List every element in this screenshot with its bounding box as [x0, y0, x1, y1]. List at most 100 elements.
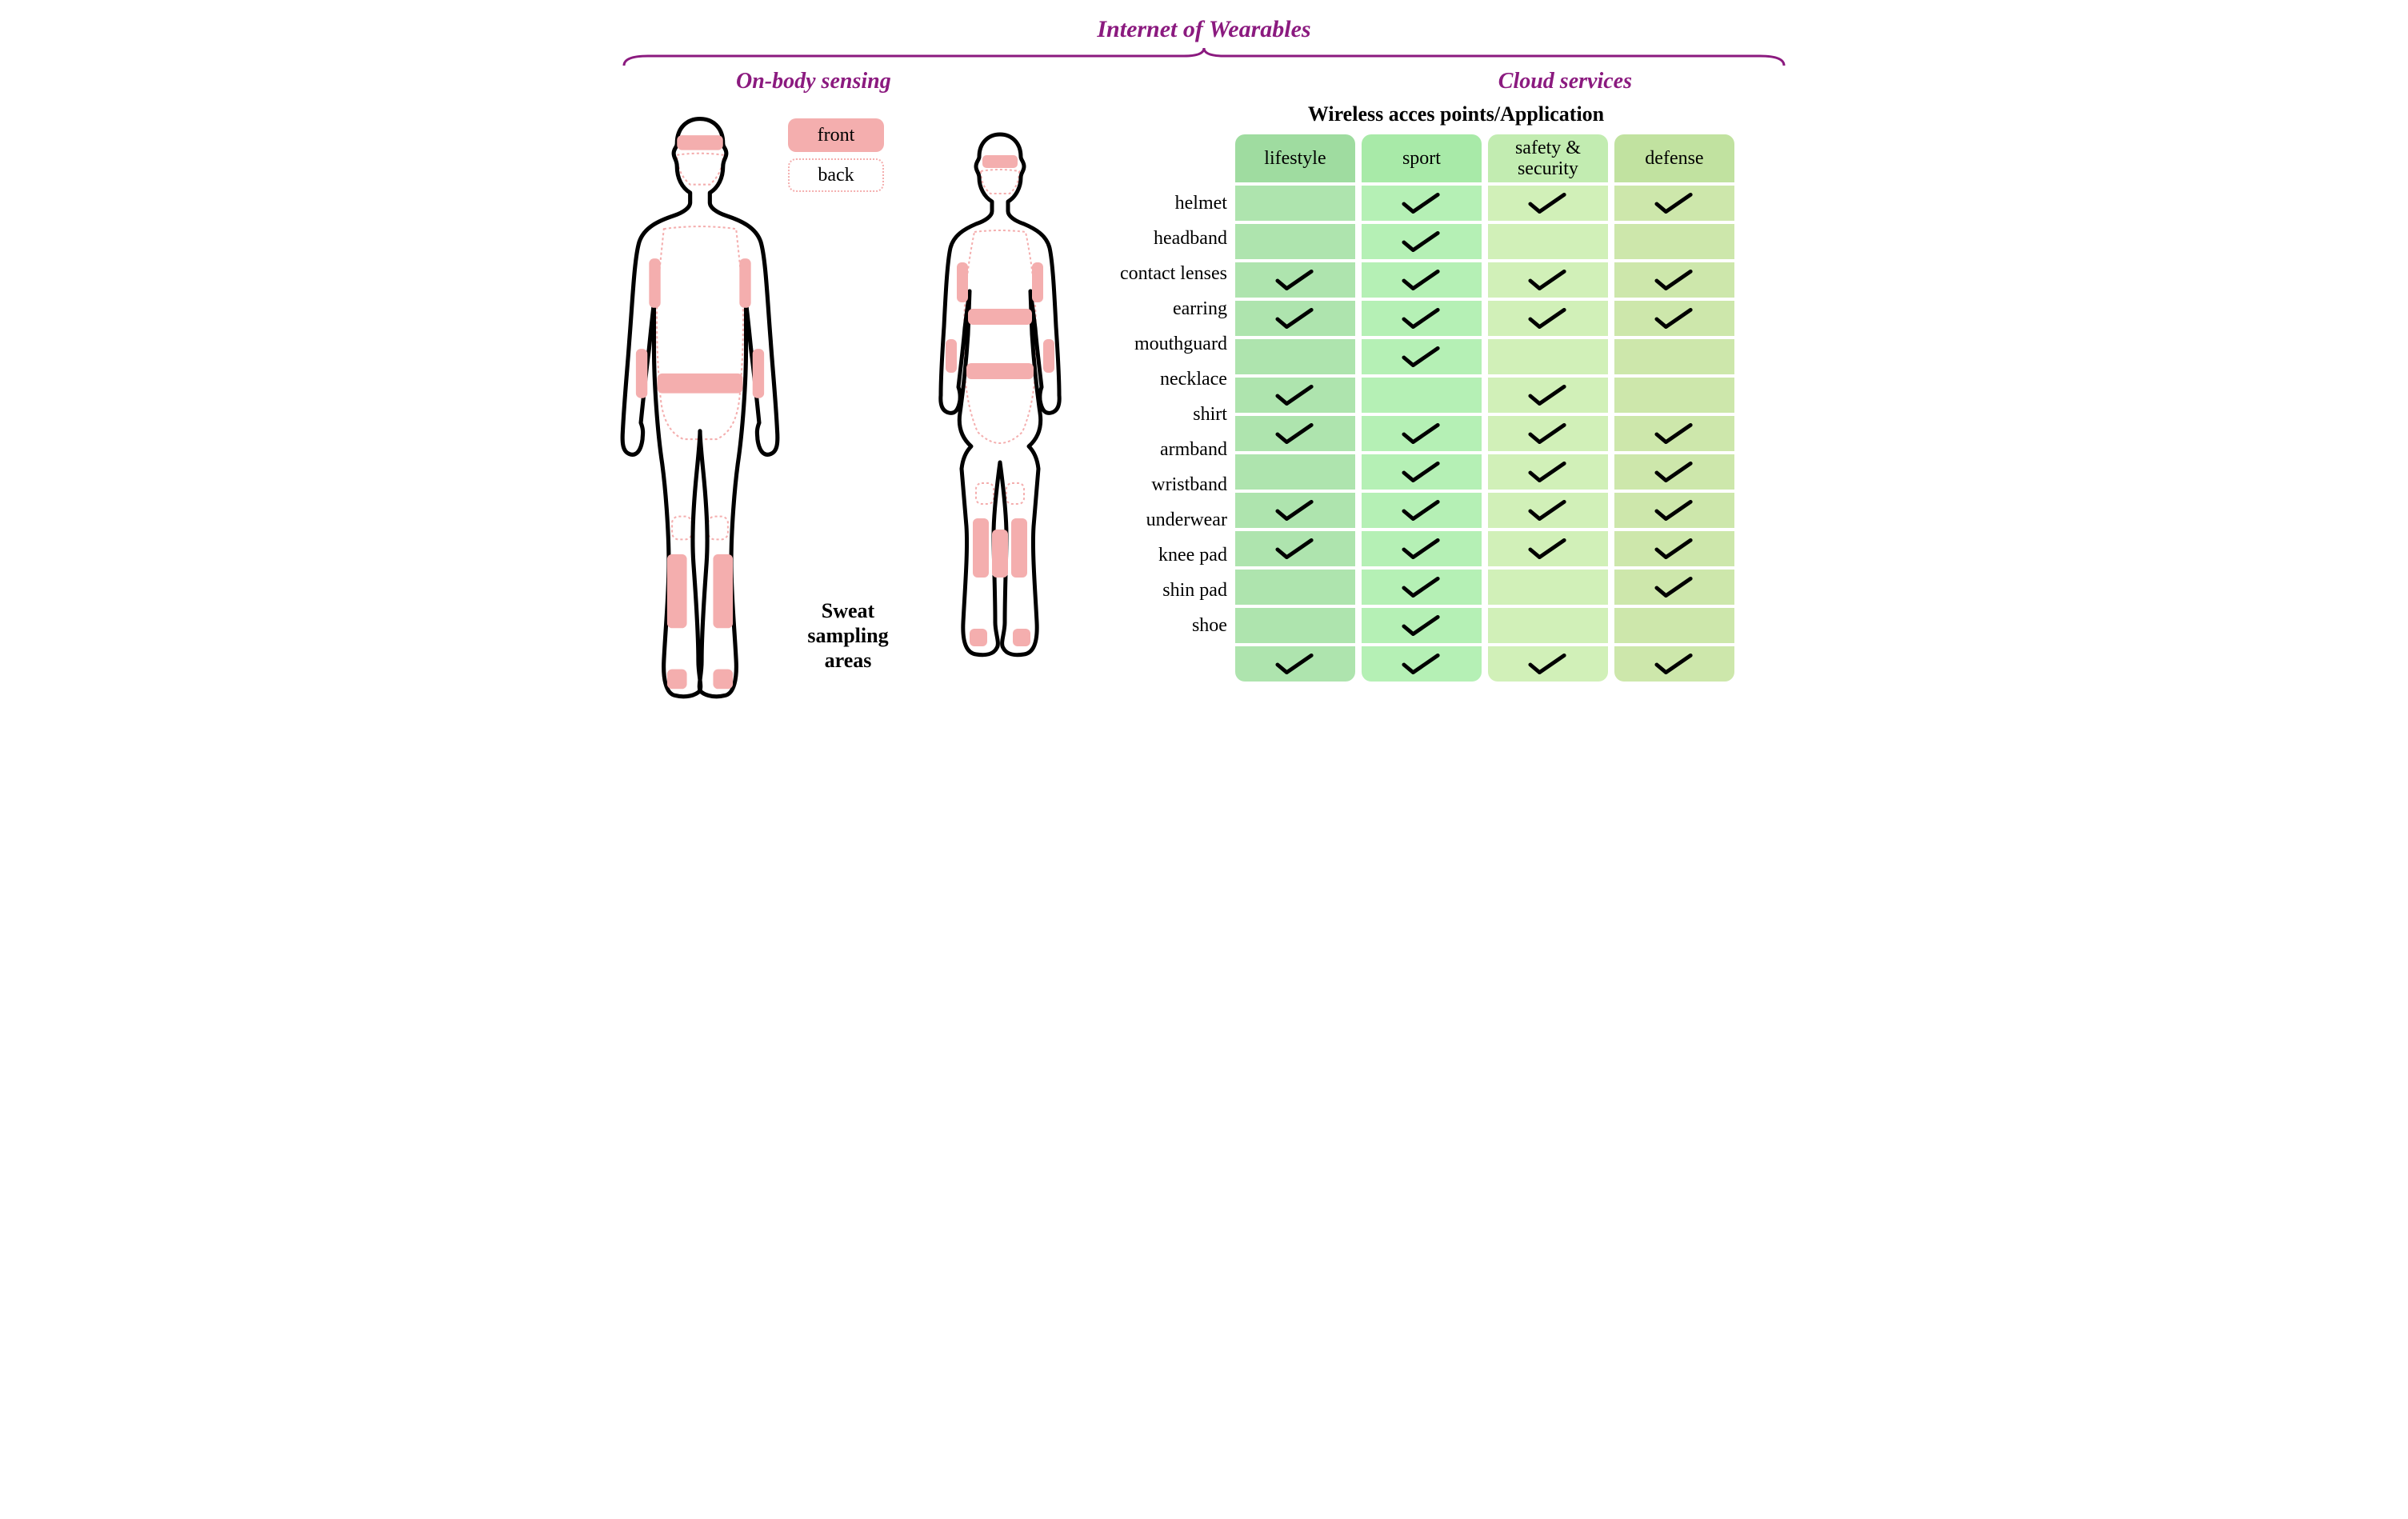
check-icon	[1401, 458, 1442, 486]
table-cell	[1235, 262, 1355, 298]
column-header: lifestyle	[1235, 134, 1355, 182]
table-columns: lifestylesportsafety & securitydefense	[1235, 134, 1734, 682]
check-icon	[1527, 382, 1569, 409]
table-cell	[1362, 531, 1482, 566]
application-table: helmetheadbandcontact lensesearringmouth…	[1120, 134, 1792, 682]
check-icon	[1274, 382, 1316, 409]
check-icon	[1654, 266, 1695, 294]
check-icon	[1274, 535, 1316, 562]
check-icon	[1401, 497, 1442, 524]
check-icon	[1654, 420, 1695, 447]
check-icon	[1527, 420, 1569, 447]
check-icon	[1401, 305, 1442, 332]
row-label: contact lenses	[1120, 256, 1227, 291]
check-icon	[1527, 497, 1569, 524]
table-cell	[1488, 570, 1608, 605]
check-icon	[1401, 420, 1442, 447]
infographic-root: Internet of Wearables On-body sensing Cl…	[616, 16, 1792, 710]
column-header: sport	[1362, 134, 1482, 182]
column-header: defense	[1614, 134, 1734, 182]
row-label: knee pad	[1120, 538, 1227, 573]
app-column: safety & security	[1488, 134, 1608, 682]
row-label: wristband	[1120, 467, 1227, 502]
table-cell	[1362, 301, 1482, 336]
check-icon	[1654, 305, 1695, 332]
table-cell	[1614, 608, 1734, 643]
legend: front back	[788, 118, 884, 192]
subtitle-left: On-body sensing	[736, 69, 891, 94]
check-icon	[1654, 535, 1695, 562]
table-cell	[1488, 608, 1608, 643]
table-cell	[1488, 339, 1608, 374]
table-cell	[1362, 339, 1482, 374]
subtitle-row: On-body sensing Cloud services	[616, 69, 1792, 94]
app-column: defense	[1614, 134, 1734, 682]
table-cell	[1362, 646, 1482, 682]
row-label: earring	[1120, 291, 1227, 326]
table-cell	[1614, 262, 1734, 298]
table-cell	[1235, 416, 1355, 451]
table-cell	[1488, 186, 1608, 221]
table-cell	[1235, 570, 1355, 605]
table-cell	[1235, 493, 1355, 528]
table-cell	[1235, 608, 1355, 643]
table-cell	[1488, 493, 1608, 528]
check-icon	[1654, 650, 1695, 678]
check-icon	[1274, 305, 1316, 332]
table-cell	[1362, 454, 1482, 490]
table-cell	[1488, 454, 1608, 490]
table-cell	[1488, 224, 1608, 259]
right-panel-title: Wireless acces points/Application	[1120, 102, 1792, 126]
check-icon	[1401, 574, 1442, 601]
legend-back: back	[788, 158, 884, 192]
table-cell	[1235, 339, 1355, 374]
table-cell	[1614, 531, 1734, 566]
app-column: lifestyle	[1235, 134, 1355, 682]
row-label: helmet	[1120, 186, 1227, 221]
legend-front: front	[788, 118, 884, 152]
female-body	[920, 102, 1080, 678]
main-title: Internet of Wearables	[616, 16, 1792, 43]
table-cell	[1614, 454, 1734, 490]
app-column: sport	[1362, 134, 1482, 682]
table-cell	[1614, 646, 1734, 682]
check-icon	[1654, 574, 1695, 601]
row-labels: helmetheadbandcontact lensesearringmouth…	[1120, 134, 1235, 682]
table-cell	[1235, 186, 1355, 221]
table-cell	[1362, 608, 1482, 643]
check-icon	[1527, 458, 1569, 486]
check-icon	[1527, 266, 1569, 294]
table-cell	[1614, 416, 1734, 451]
row-label: headband	[1120, 221, 1227, 256]
check-icon	[1654, 458, 1695, 486]
row-label: necklace	[1120, 362, 1227, 397]
check-icon	[1401, 535, 1442, 562]
right-panel: Wireless acces points/Application helmet…	[1120, 102, 1792, 710]
table-cell	[1235, 378, 1355, 413]
table-cell	[1488, 416, 1608, 451]
table-cell	[1488, 262, 1608, 298]
table-cell	[1362, 186, 1482, 221]
check-icon	[1654, 497, 1695, 524]
left-panel: front back Sweat sampling areas	[616, 102, 1096, 710]
check-icon	[1527, 650, 1569, 678]
table-cell	[1614, 224, 1734, 259]
table-cell	[1488, 378, 1608, 413]
table-cell	[1235, 646, 1355, 682]
table-cell	[1362, 570, 1482, 605]
table-cell	[1235, 301, 1355, 336]
table-cell	[1362, 493, 1482, 528]
check-icon	[1274, 650, 1316, 678]
table-cell	[1488, 301, 1608, 336]
table-cell	[1235, 531, 1355, 566]
table-cell	[1614, 186, 1734, 221]
table-cell	[1488, 646, 1608, 682]
table-cell	[1614, 301, 1734, 336]
check-icon	[1401, 190, 1442, 217]
table-cell	[1362, 416, 1482, 451]
column-header: safety & security	[1488, 134, 1608, 182]
check-icon	[1401, 343, 1442, 370]
table-cell	[1235, 454, 1355, 490]
table-cell	[1235, 224, 1355, 259]
table-cell	[1362, 378, 1482, 413]
